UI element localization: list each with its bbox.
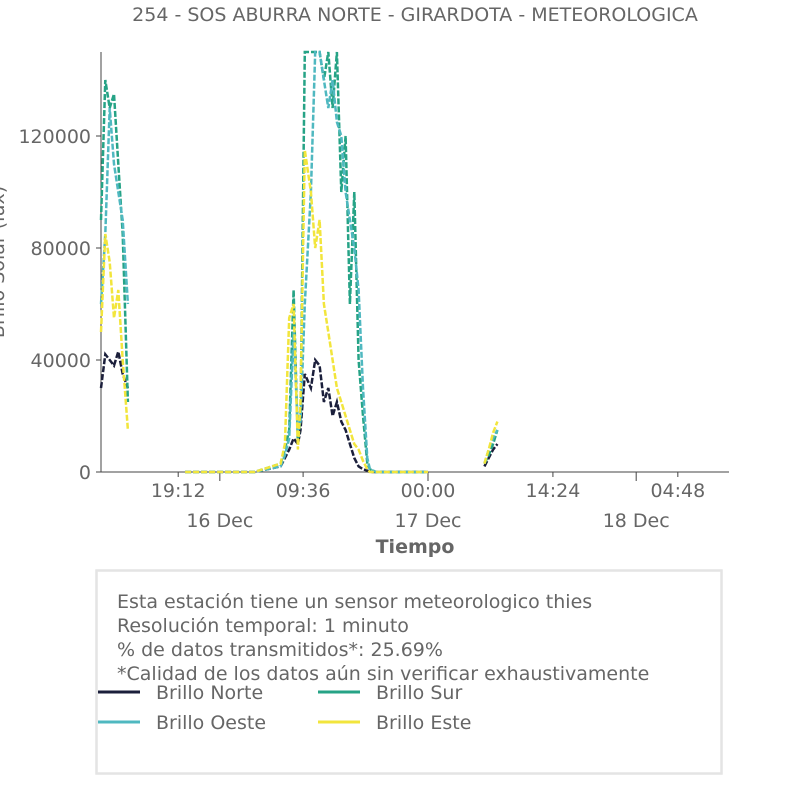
- x-tick-label: 14:24: [526, 480, 581, 502]
- y-tick-label: 40000: [31, 350, 91, 372]
- x-date-label: 17 Dec: [395, 510, 462, 532]
- info-line: % de datos transmitidos*: 25.69%: [117, 639, 443, 661]
- x-date-label: 16 Dec: [186, 510, 253, 532]
- info-line: Esta estación tiene un sensor meteorolog…: [117, 591, 592, 613]
- y-axis-label: Brillo Solar (lux): [0, 186, 9, 338]
- x-axis-label: Tiempo: [376, 536, 455, 558]
- x-tick-label: 19:12: [151, 480, 206, 502]
- legend-label: Brillo Oeste: [156, 712, 266, 734]
- info-box: [95, 569, 723, 775]
- x-date-label: 18 Dec: [603, 510, 670, 532]
- y-tick-label: 120000: [18, 126, 91, 148]
- info-line: *Calidad de los datos aún sin verificar …: [117, 663, 649, 685]
- info-line: Resolución temporal: 1 minuto: [117, 615, 409, 637]
- legend-label: Brillo Norte: [156, 682, 263, 704]
- x-tick-label: 00:00: [401, 480, 456, 502]
- series-line: [99, 149, 499, 474]
- y-tick-label: 80000: [31, 238, 91, 260]
- x-tick-label: 09:36: [276, 480, 331, 502]
- legend-label: Brillo Sur: [376, 682, 462, 704]
- legend-label: Brillo Este: [376, 712, 471, 734]
- y-tick-label: 0: [79, 462, 91, 484]
- x-tick-label: 04:48: [650, 480, 705, 502]
- chart-title: 254 - SOS ABURRA NORTE - GIRARDOTA - MET…: [132, 4, 698, 26]
